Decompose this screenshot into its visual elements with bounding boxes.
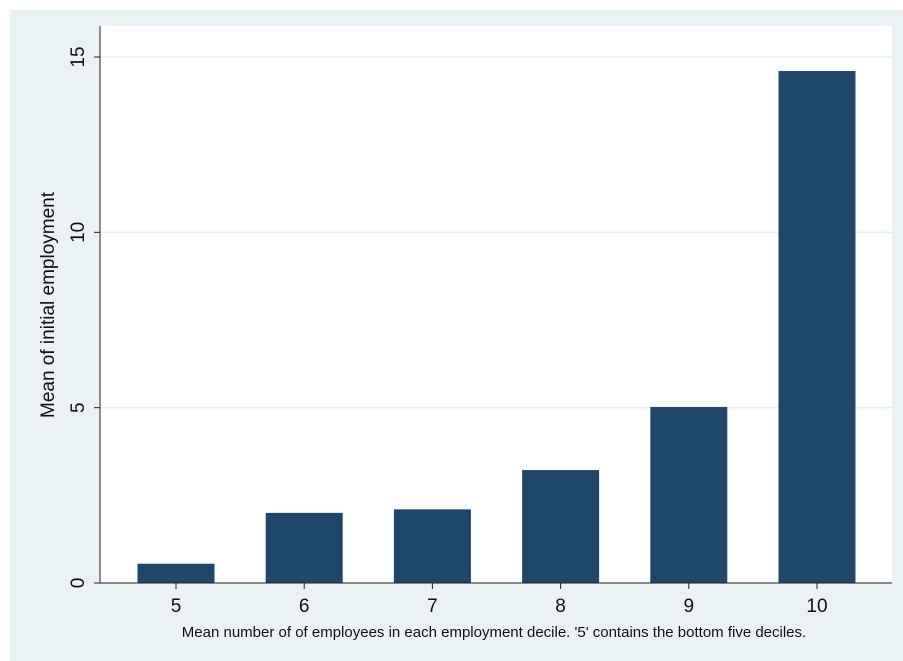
y-tick-label: 15	[68, 46, 89, 67]
bar-10	[778, 71, 856, 583]
y-axis-title: Mean of initial employment	[38, 191, 59, 418]
x-tick-label-9: 9	[684, 596, 695, 617]
y-tick-label: 0	[68, 578, 89, 589]
y-axis-ticks: 0 5 10 15	[68, 46, 100, 588]
x-axis-ticks: 5 6 7 8 9 10	[171, 583, 828, 617]
bars	[137, 71, 856, 583]
x-tick-label-8: 8	[555, 596, 566, 617]
x-axis-caption: Mean number of of employees in each empl…	[182, 624, 806, 641]
y-tick-label: 5	[68, 402, 89, 413]
bar-6	[265, 512, 343, 583]
x-tick-label-6: 6	[299, 596, 310, 617]
x-tick-label-10: 10	[806, 596, 827, 617]
grid-lines	[100, 56, 892, 409]
x-tick-label-7: 7	[427, 596, 438, 617]
bar-8	[522, 470, 600, 583]
x-tick-label-5: 5	[171, 596, 182, 617]
y-tick-label: 10	[68, 222, 89, 243]
bar-7	[393, 509, 471, 583]
plot-area	[100, 26, 892, 583]
bar-9	[650, 406, 728, 583]
bar-5	[137, 563, 215, 583]
